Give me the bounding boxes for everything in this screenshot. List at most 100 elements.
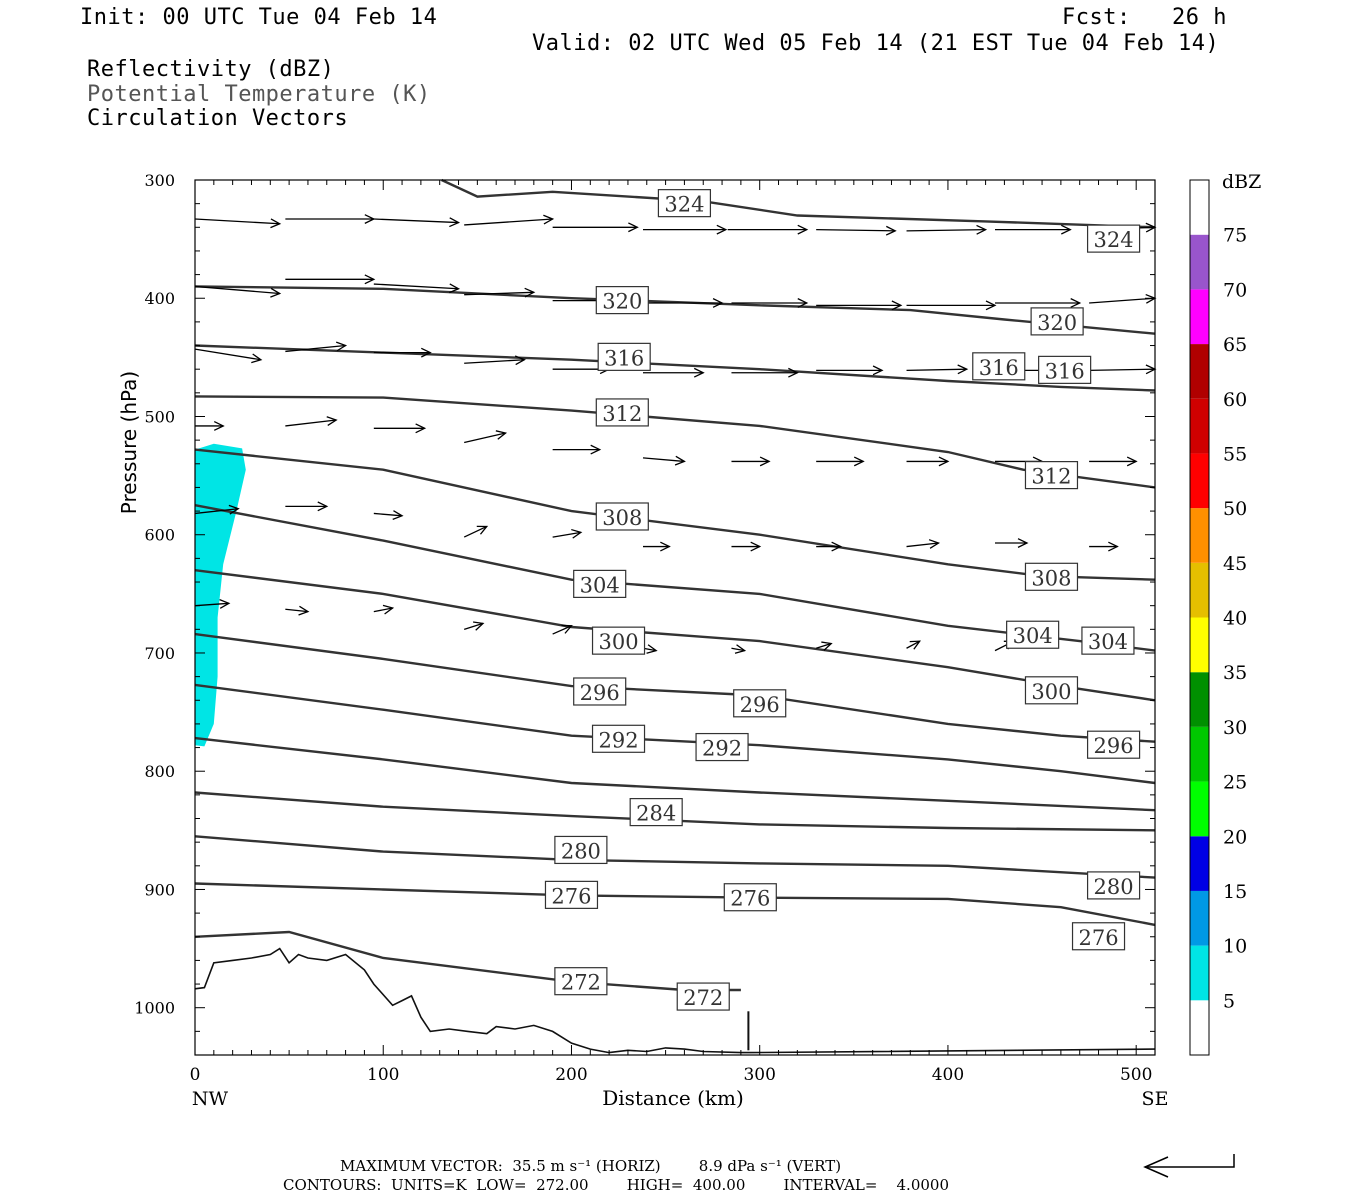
contour-label-300: 300 <box>1024 676 1079 705</box>
theta-contour-324 <box>441 178 1156 229</box>
theta-contour-292 <box>194 683 1156 785</box>
circulation-vector <box>552 444 602 455</box>
colorbar-level-label: 10 <box>1223 936 1247 958</box>
x-end-label-nw: NW <box>192 1088 229 1110</box>
circulation-vector <box>995 538 1029 548</box>
y-axis-label: Pressure (hPa) <box>117 371 141 514</box>
circulation-vector <box>373 510 404 521</box>
circulation-vector <box>373 217 461 228</box>
circulation-vector <box>552 624 573 635</box>
circulation-vector <box>816 541 843 552</box>
circulation-vector <box>906 224 988 235</box>
contour-label-272: 272 <box>676 982 730 1011</box>
contour-label-320: 320 <box>1030 307 1084 336</box>
svg-text:316: 316 <box>1045 359 1085 383</box>
contour-label-296: 296 <box>733 689 787 718</box>
y-tick-label: 600 <box>144 526 175 545</box>
circulation-vector <box>285 501 329 512</box>
circulation-vector <box>906 640 922 650</box>
contour-label-316: 316 <box>597 342 651 371</box>
colorbar-swatch <box>1190 562 1209 618</box>
x-tick-label: 300 <box>743 1065 775 1085</box>
theta-contour-304 <box>194 504 1156 652</box>
svg-text:296: 296 <box>1094 734 1134 758</box>
circulation-vector <box>642 455 686 466</box>
circulation-vector <box>194 218 282 229</box>
forecast-hour: Fcst: 26 h <box>1062 5 1227 30</box>
contour-label-276: 276 <box>723 883 777 912</box>
svg-text:304: 304 <box>1088 630 1128 654</box>
contour-labels: 324 324 320 320 316 316 316 312 312 308 308 304 304 3… <box>544 189 1141 1011</box>
contour-label-324: 324 <box>657 189 712 218</box>
colorbar-frame <box>1189 179 1210 1056</box>
colorbar-swatch <box>1190 1000 1209 1055</box>
reflectivity-layer <box>195 443 246 747</box>
circulation-vector <box>643 541 671 552</box>
colorbar-level-label: 75 <box>1223 225 1247 247</box>
colorbar-swatch <box>1190 234 1209 290</box>
circulation-vector <box>464 355 526 366</box>
y-tick-label: 400 <box>144 289 175 308</box>
y-tick-label: 900 <box>144 880 175 899</box>
circulation-vector <box>906 364 969 375</box>
svg-text:296: 296 <box>740 693 780 717</box>
colorbar-level-label: 20 <box>1223 826 1247 848</box>
colorbar-level-label: 15 <box>1223 881 1247 903</box>
circulation-vector <box>463 525 489 538</box>
contour-label-320: 320 <box>595 286 649 315</box>
circulation-vector <box>464 287 536 298</box>
colorbar-swatch <box>1190 617 1209 673</box>
circulation-vector <box>731 298 809 308</box>
colorbar-swatch <box>1190 781 1209 837</box>
colorbar-swatch <box>1190 344 1209 399</box>
circulation-vector <box>731 456 771 467</box>
circulation-vector <box>285 274 376 285</box>
colorbar-level-label: 30 <box>1223 717 1247 739</box>
valid-time: Valid: 02 UTC Wed 05 Feb 14 (21 EST Tue … <box>532 31 1220 56</box>
circulation-vector <box>731 541 762 552</box>
circulation-vector <box>906 456 950 467</box>
svg-text:300: 300 <box>1031 680 1071 704</box>
circulation-vector <box>194 285 282 298</box>
contour-label-276: 276 <box>544 880 599 909</box>
field-potential-temperature: Potential Temperature (K) <box>87 82 431 107</box>
colorbar-level-label: 45 <box>1223 553 1247 575</box>
svg-text:276: 276 <box>1078 926 1118 950</box>
svg-text:316: 316 <box>979 356 1019 380</box>
colorbar-swatch <box>1190 890 1209 946</box>
circulation-vector <box>1089 456 1138 467</box>
svg-text:316: 316 <box>604 346 644 370</box>
axis-ticks: 0 100 200 300 400 500 300 400 500 600 700 800 900 100… <box>117 171 1168 1110</box>
theta-contour-312 <box>194 395 1156 489</box>
svg-text:296: 296 <box>580 681 620 705</box>
circulation-vector <box>1089 293 1157 304</box>
circulation-vector <box>731 644 747 654</box>
colorbar-level-label: 55 <box>1223 443 1247 465</box>
svg-text:292: 292 <box>702 737 742 761</box>
contour-label-316: 316 <box>1038 355 1092 384</box>
colorbar-level-label: 40 <box>1223 608 1247 630</box>
svg-text:312: 312 <box>1031 465 1071 489</box>
theta-contour-layer <box>194 178 1156 992</box>
theta-contour-320 <box>194 285 1156 335</box>
contour-label-296: 296 <box>1086 730 1141 759</box>
circulation-vector <box>373 423 427 434</box>
contour-info-note: CONTOURS: UNITS=K LOW= 272.00 HIGH= 400.… <box>283 1176 949 1194</box>
x-tick-label: 200 <box>555 1065 587 1085</box>
x-tick-label: 400 <box>932 1065 964 1085</box>
colorbar-swatch <box>1190 945 1209 1001</box>
contour-label-284: 284 <box>629 798 683 827</box>
contour-label-304: 304 <box>1081 626 1135 655</box>
colorbar-level-label: 50 <box>1223 498 1247 520</box>
circulation-vector <box>906 300 997 311</box>
colorbar-level-label: 5 <box>1223 990 1235 1012</box>
theta-contour-296 <box>194 632 1156 743</box>
colorbar-level-label: 60 <box>1223 389 1247 411</box>
circulation-vector <box>285 341 348 353</box>
circulation-vector <box>815 641 833 651</box>
init-time: Init: 00 UTC Tue 04 Feb 14 <box>80 5 438 30</box>
terrain-layer <box>194 947 1156 1054</box>
contour-label-312: 312 <box>595 398 649 427</box>
circulation-vector <box>194 504 240 515</box>
